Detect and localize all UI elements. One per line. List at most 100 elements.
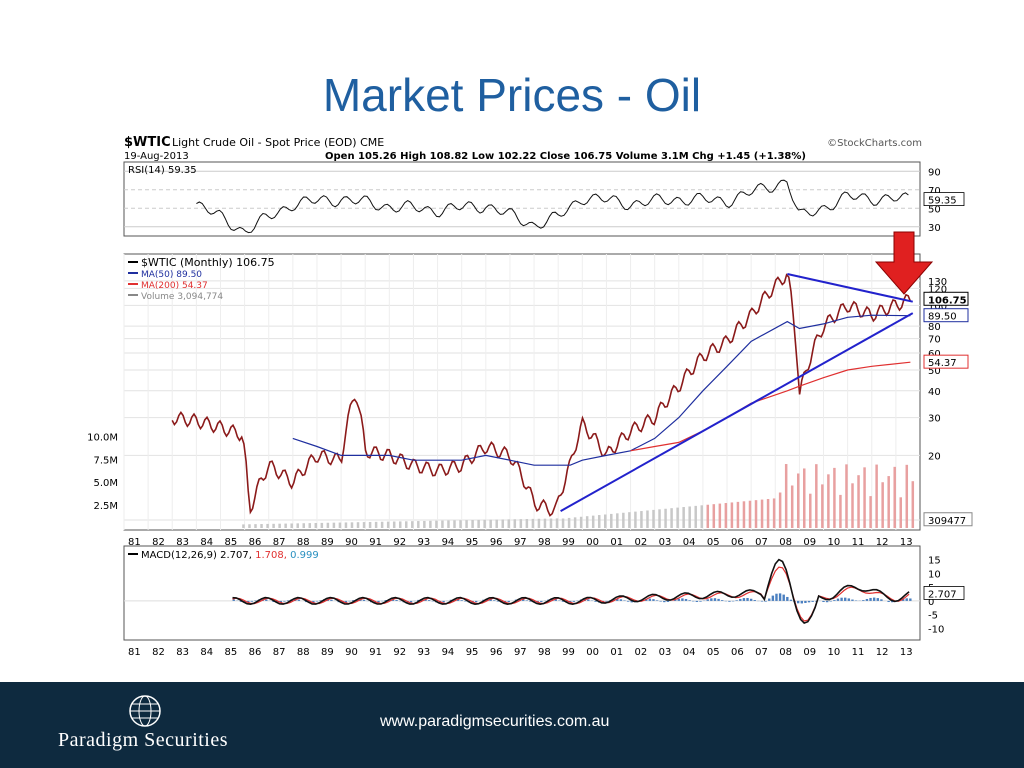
- macd-tick-label: 15: [928, 556, 941, 567]
- macd-histogram-bar: [626, 600, 630, 602]
- volume-bar: [320, 522, 324, 528]
- macd-histogram-bar: [811, 600, 814, 602]
- macd-histogram-bar: [789, 599, 793, 601]
- x-axis-year-label: 85: [224, 537, 237, 548]
- macd-histogram-bar: [587, 599, 590, 601]
- x-axis-year-label: 09: [803, 537, 816, 548]
- volume-bar: [658, 509, 661, 528]
- volume-bar: [350, 522, 354, 528]
- macd-histogram-bar: [829, 600, 832, 602]
- volume-bar: [573, 517, 577, 528]
- x-axis-year-label: 08: [779, 537, 792, 548]
- macd-histogram-bar: [862, 600, 865, 601]
- macd-histogram-bar: [286, 600, 290, 601]
- macd-histogram-bar: [319, 600, 322, 601]
- x-axis-year-label-bottom: 88: [297, 647, 310, 658]
- price-value-label: 106.75: [928, 295, 967, 306]
- volume-bar: [266, 523, 269, 528]
- macd-legend-label: MACD(12,26,9) 2.707, 1.708, 0.999: [141, 550, 319, 561]
- x-axis-year-label: 87: [273, 537, 286, 548]
- x-axis-year-label-bottom: 83: [176, 647, 189, 658]
- volume-bar: [899, 497, 902, 528]
- macd-histogram-bar: [909, 598, 912, 601]
- volume-bar: [465, 520, 468, 528]
- volume-bar: [513, 519, 517, 528]
- price-value-box: [923, 291, 969, 306]
- volume-bar: [284, 523, 287, 528]
- volume-bar: [839, 494, 842, 528]
- volume-bar: [555, 518, 559, 528]
- volume-bar: [392, 521, 396, 528]
- x-axis-year-label-bottom: 96: [490, 647, 503, 658]
- volume-value-label: 309477: [928, 516, 966, 527]
- x-axis-year-label: 96: [490, 537, 503, 548]
- macd-histogram-bar: [891, 600, 894, 603]
- volume-bar: [706, 504, 710, 528]
- volume-bar: [483, 519, 486, 528]
- volume-bar: [489, 519, 492, 528]
- macd-histogram-bar: [901, 599, 905, 601]
- globe-icon: [129, 695, 161, 727]
- macd-tick-label: 0: [928, 597, 934, 608]
- macd-histogram-bar: [312, 600, 315, 603]
- volume-bar: [640, 511, 643, 528]
- volume-bar: [398, 521, 402, 528]
- volume-bar: [754, 500, 758, 528]
- volume-bar: [597, 515, 601, 528]
- x-axis-year-label: 81: [128, 537, 141, 548]
- price-tick-label: 20: [928, 451, 941, 462]
- macd-histogram-bar: [630, 600, 633, 603]
- macd-histogram-bar: [771, 595, 775, 601]
- ma50-line: [292, 314, 911, 466]
- macd-histogram-bar: [605, 600, 608, 602]
- volume-bar: [423, 520, 426, 528]
- volume-bar: [344, 522, 348, 528]
- x-axis-year-label-bottom: 91: [369, 647, 382, 658]
- macd-histogram-bar: [905, 598, 908, 601]
- volume-bar: [712, 504, 716, 528]
- volume-bar: [682, 507, 685, 528]
- volume-bar: [676, 507, 679, 528]
- volume-bar: [525, 518, 529, 528]
- volume-bar: [591, 515, 595, 528]
- volume-bar: [670, 508, 673, 528]
- volume-bar: [374, 521, 378, 528]
- macd-histogram-bar: [804, 600, 807, 603]
- volume-bar: [736, 501, 740, 528]
- volume-bar: [362, 522, 366, 528]
- volume-bar: [718, 503, 722, 528]
- footer-url[interactable]: www.paradigmsecurities.com.au: [380, 713, 610, 730]
- slide-title: Market Prices - Oil: [322, 69, 702, 121]
- x-axis-year-label-bottom: 11: [852, 647, 865, 658]
- x-axis-year-label-bottom: 97: [514, 647, 527, 658]
- volume-bar: [501, 519, 504, 528]
- x-axis-year-label: 06: [731, 537, 744, 548]
- volume-bar: [766, 499, 770, 528]
- macd-histogram-bar: [872, 597, 876, 601]
- rsi-value-label: 59.35: [928, 196, 957, 207]
- volume-bar: [796, 473, 800, 528]
- volume-tick-label: 2.5M: [93, 501, 118, 512]
- volume-bar: [851, 483, 854, 528]
- macd-histogram-bar: [735, 600, 738, 601]
- volume-bar: [453, 520, 456, 528]
- macd-histogram-bar: [456, 599, 460, 601]
- volume-bar: [441, 520, 444, 528]
- x-axis-year-label: 02: [635, 537, 648, 548]
- x-axis-year-label: 95: [466, 537, 479, 548]
- volume-bar: [248, 524, 251, 528]
- x-axis-year-label-bottom: 12: [876, 647, 889, 658]
- macd-histogram-bar: [507, 600, 510, 603]
- legend-entry: MA(50) 89.50: [141, 270, 202, 280]
- macd-histogram-bar: [681, 598, 684, 601]
- stockchart: $WTIC Light Crude Oil - Spot Price (EOD) …: [80, 132, 980, 662]
- macd-histogram-bar: [869, 597, 872, 601]
- volume-bar: [730, 502, 734, 528]
- x-axis-year-label: 91: [369, 537, 382, 548]
- volume-bar: [537, 518, 541, 528]
- chart-name: Light Crude Oil - Spot Price (EOD) CME: [172, 136, 384, 149]
- macd-histogram-bar: [518, 599, 521, 601]
- macd-histogram-bar: [851, 599, 854, 601]
- x-axis-year-label: 90: [345, 537, 358, 548]
- macd-histogram-bar: [619, 599, 623, 601]
